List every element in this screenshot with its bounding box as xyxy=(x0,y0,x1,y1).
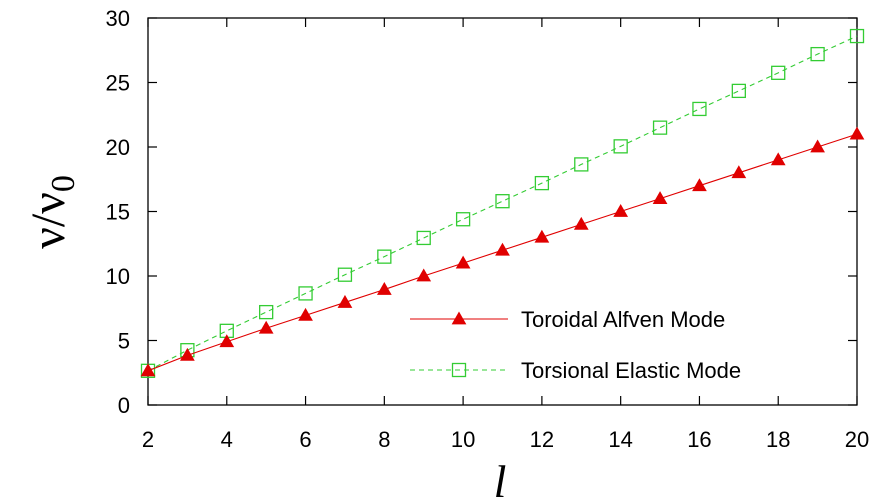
data-point xyxy=(495,194,510,209)
data-point xyxy=(140,363,156,377)
data-point xyxy=(770,152,786,166)
y-tick-label: 0 xyxy=(118,393,130,418)
axis-ticks xyxy=(147,17,858,406)
data-point xyxy=(613,139,628,154)
data-point xyxy=(573,216,589,230)
data-point xyxy=(810,46,825,62)
y-tick-labels: 0 5 10 15 20 25 30 xyxy=(106,6,130,418)
data-point xyxy=(534,229,550,243)
y-tick-label: 20 xyxy=(106,135,130,160)
data-point xyxy=(731,165,747,179)
y-tick-label: 15 xyxy=(106,200,130,225)
data-point xyxy=(258,320,274,334)
y-axis-title: ν/ν0 xyxy=(22,175,82,249)
data-point xyxy=(534,175,550,191)
legend-marker xyxy=(451,311,467,325)
x-tick-label: 14 xyxy=(608,427,632,452)
data-point xyxy=(455,212,471,227)
data-point xyxy=(810,139,825,153)
data-point xyxy=(298,286,313,301)
data-point xyxy=(219,334,235,348)
x-tick-label: 6 xyxy=(299,427,311,452)
data-point xyxy=(416,268,432,282)
data-point xyxy=(849,28,865,44)
x-tick-label: 12 xyxy=(530,427,554,452)
plot-frame xyxy=(147,17,858,406)
data-point xyxy=(731,83,746,99)
x-axis-title: l xyxy=(494,456,507,504)
data-point xyxy=(376,282,392,295)
series-layer xyxy=(140,28,865,378)
y-axis-title-subscript: 0 xyxy=(45,175,82,192)
data-point xyxy=(377,249,392,264)
data-point xyxy=(337,294,353,308)
y-tick-label: 10 xyxy=(106,264,130,289)
series-line xyxy=(147,35,858,372)
data-point xyxy=(495,242,510,256)
svg-text:ν/ν0: ν/ν0 xyxy=(22,175,82,249)
data-point xyxy=(416,230,431,246)
legend: Toroidal Alfven Mode Torsional Elastic Mo… xyxy=(410,307,741,383)
legend-entry: Toroidal Alfven Mode xyxy=(410,307,725,332)
y-tick-label: 25 xyxy=(106,71,130,96)
legend-label: Torsional Elastic Mode xyxy=(521,358,741,383)
data-point xyxy=(574,157,589,172)
data-point xyxy=(298,307,313,321)
x-tick-label: 18 xyxy=(766,427,790,452)
data-point xyxy=(652,191,668,204)
data-point xyxy=(455,255,471,269)
data-point xyxy=(180,347,195,361)
data-point xyxy=(692,178,707,192)
data-point xyxy=(337,267,353,282)
data-point xyxy=(259,304,274,320)
legend-entry: Torsional Elastic Mode xyxy=(410,358,741,383)
x-tick-labels: 2 4 6 8 10 12 14 16 18 20 xyxy=(142,427,869,452)
x-tick-label: 16 xyxy=(687,427,711,452)
data-point xyxy=(692,101,707,117)
series-torsional-elastic xyxy=(140,28,865,378)
x-tick-label: 20 xyxy=(845,427,869,452)
x-tick-label: 8 xyxy=(378,427,390,452)
x-tick-label: 2 xyxy=(142,427,154,452)
y-tick-label: 5 xyxy=(118,329,130,354)
y-axis-title-main: ν/ν xyxy=(22,192,75,249)
y-tick-label: 30 xyxy=(106,6,130,31)
data-point xyxy=(613,203,629,217)
data-point xyxy=(652,120,668,135)
legend-label: Toroidal Alfven Mode xyxy=(521,307,725,332)
x-tick-label: 4 xyxy=(221,427,233,452)
series-toroidal-alfven xyxy=(140,126,865,377)
legend-marker xyxy=(451,362,467,378)
data-point xyxy=(771,65,786,80)
x-tick-label: 10 xyxy=(451,427,475,452)
data-point xyxy=(849,126,865,140)
